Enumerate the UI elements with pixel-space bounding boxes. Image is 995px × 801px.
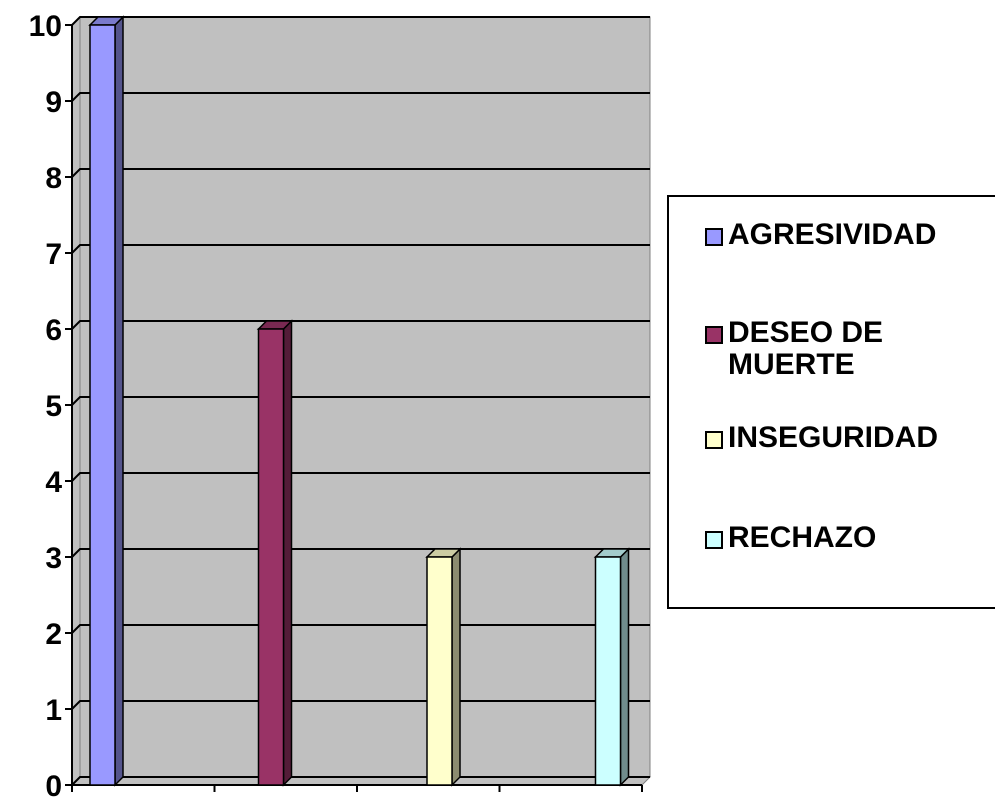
legend-swatch — [705, 531, 723, 549]
bar-front — [426, 556, 453, 786]
y-tick-label: 7 — [45, 238, 62, 271]
y-tick-label: 0 — [45, 770, 62, 801]
grid-line — [71, 396, 650, 406]
legend-label: RECHAZO — [728, 521, 877, 554]
y-tick-label: 8 — [45, 162, 62, 195]
legend: AGRESIVIDAD DESEO DE MUERTE INSEGURIDAD REC… — [667, 195, 995, 609]
legend-item: INSEGURIDAD — [705, 422, 978, 454]
bar — [425, 547, 462, 787]
y-tick-label: 6 — [45, 314, 62, 347]
legend-item: AGRESIVIDAD — [705, 219, 978, 251]
grid-line — [71, 16, 650, 26]
y-tick-label: 2 — [45, 618, 62, 651]
legend-item: DESEO DE MUERTE — [705, 317, 978, 381]
y-tick-label: 4 — [45, 466, 62, 499]
bar-front — [89, 24, 116, 786]
bar-side — [619, 547, 630, 787]
floor — [70, 776, 652, 786]
grid-line — [71, 244, 650, 254]
y-tick-label: 3 — [45, 542, 62, 575]
legend-label: INSEGURIDAD — [728, 421, 939, 454]
bar — [256, 319, 294, 787]
y-tick-label: 1 — [45, 694, 62, 727]
y-tick-label: 5 — [45, 390, 62, 423]
bar-front — [257, 328, 285, 786]
bar-side — [114, 15, 124, 787]
grid-line — [71, 92, 650, 102]
grid-line — [71, 168, 650, 178]
legend-label: DESEO DE MUERTE — [728, 316, 884, 381]
y-tick-label: 9 — [45, 86, 62, 119]
bar-side — [282, 319, 293, 787]
bar — [88, 15, 125, 787]
legend-swatch — [705, 228, 723, 246]
legend-item: RECHAZO — [705, 522, 978, 554]
bar — [593, 547, 631, 787]
y-tick-label: 10 — [29, 10, 62, 43]
legend-label: AGRESIVIDAD — [728, 218, 937, 251]
grid-line — [71, 472, 650, 482]
bar-side — [451, 547, 461, 787]
grid-line — [71, 320, 650, 330]
bar-front — [594, 556, 622, 786]
legend-swatch — [705, 431, 723, 449]
legend-swatch — [705, 326, 723, 344]
